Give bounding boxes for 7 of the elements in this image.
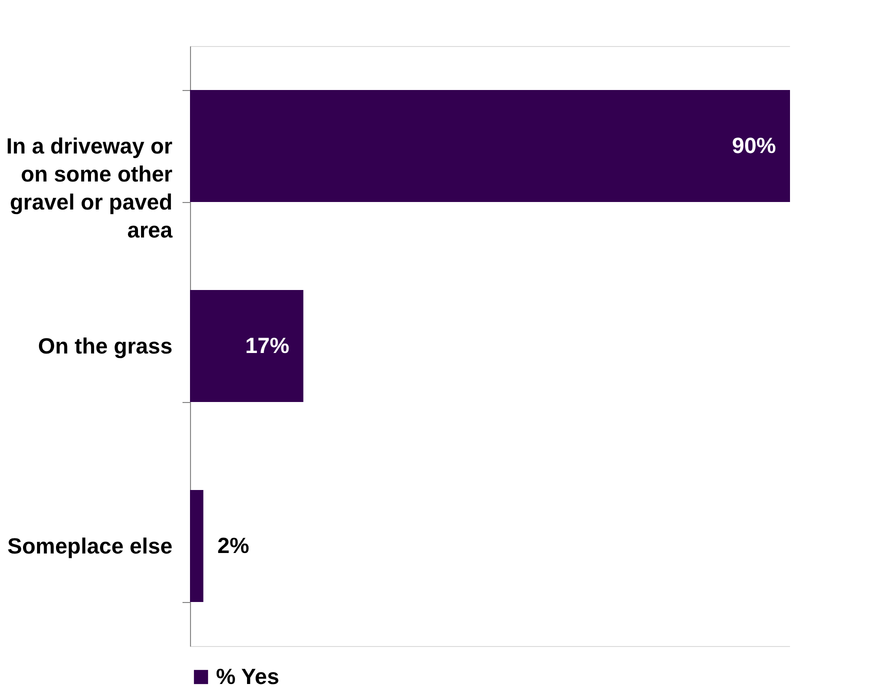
data-label: 2% bbox=[217, 533, 250, 558]
y-tick-label: On the grass bbox=[38, 334, 172, 358]
data-label: 17% bbox=[245, 333, 290, 358]
y-tick-label: Someplace else bbox=[7, 534, 172, 558]
legend-label: % Yes bbox=[216, 664, 280, 689]
data-label: 90% bbox=[732, 133, 776, 158]
y-tick-label: In a driveway or on some other gravel or paved area bbox=[6, 134, 174, 242]
